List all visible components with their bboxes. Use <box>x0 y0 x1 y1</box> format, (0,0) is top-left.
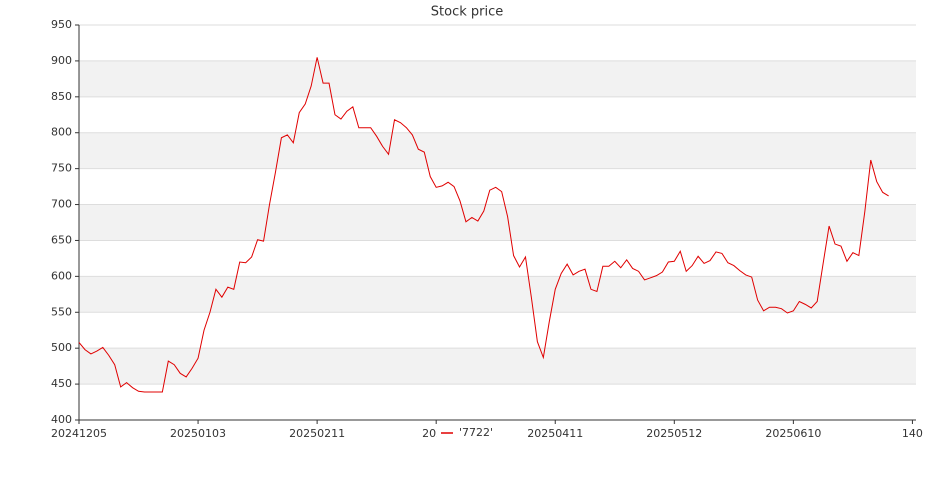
y-tick-label: 750 <box>51 162 72 175</box>
grid-band <box>79 204 916 241</box>
x-tick-label: 20250211 <box>289 427 345 440</box>
x-tick-label: 140 <box>902 427 923 440</box>
y-tick-label: 650 <box>51 233 72 246</box>
y-tick-label: 600 <box>51 269 72 282</box>
x-tick-label: 20250610 <box>765 427 821 440</box>
grid-band <box>79 276 916 313</box>
y-tick-label: 800 <box>51 126 72 139</box>
legend-label: '7722' <box>459 426 493 439</box>
y-tick-label: 550 <box>51 305 72 318</box>
grid-band <box>79 60 916 97</box>
x-tick-label: 20250512 <box>646 427 702 440</box>
grid-band <box>79 132 916 169</box>
chart-title: Stock price <box>431 5 503 20</box>
legend: '7722' <box>437 425 501 441</box>
y-tick-label: 500 <box>51 341 72 354</box>
x-tick-label: 20250411 <box>527 427 583 440</box>
x-tick-label: 20241205 <box>51 427 107 440</box>
y-tick-label: 450 <box>51 377 72 390</box>
price-line <box>78 57 889 393</box>
y-tick-label: 900 <box>51 54 72 67</box>
legend-box <box>437 425 501 441</box>
y-tick-label: 850 <box>51 90 72 103</box>
y-tick-label: 950 <box>51 18 72 31</box>
y-tick-label: 400 <box>51 413 72 426</box>
y-tick-label: 700 <box>51 198 72 211</box>
x-tick-label: 20250103 <box>170 427 226 440</box>
grid-band <box>79 348 916 385</box>
